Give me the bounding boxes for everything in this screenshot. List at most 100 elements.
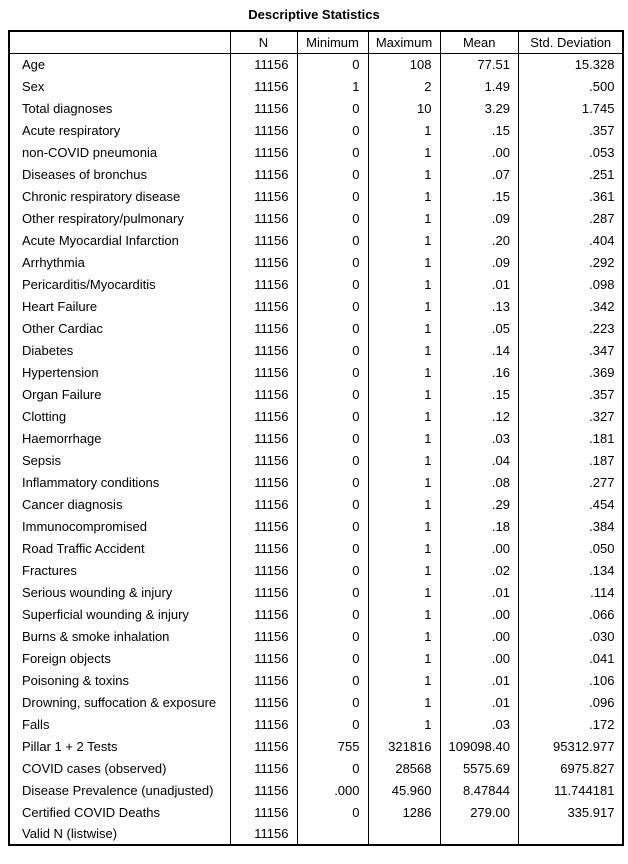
cell-std: .098: [517, 273, 624, 295]
cell-std: 11.744181: [517, 779, 624, 801]
cell-std: .500: [517, 75, 624, 97]
cell-min: 0: [296, 471, 368, 493]
table-row: non-COVID pneumonia 11156 0 1.00.053: [9, 141, 624, 163]
cell-n: 11156: [229, 823, 297, 845]
descriptive-statistics-table: N Minimum Maximum Mean Std. Deviation Ag…: [8, 30, 625, 846]
cell-mean: 1.49: [439, 75, 519, 97]
row-label: Pillar 1 + 2 Tests: [22, 738, 118, 754]
table-row: Serious wounding & injury 11156 0 1.01.114: [9, 581, 624, 603]
cell-mean: .01: [439, 273, 519, 295]
cell-max: 321816: [367, 735, 440, 757]
cell-mean: .00: [439, 141, 519, 163]
cell-min: 0: [296, 53, 368, 75]
cell-mean: 8.47844: [439, 779, 519, 801]
cell-max: 45.960: [367, 779, 440, 801]
cell-max: 1: [367, 141, 440, 163]
col-header-minimum: Minimum: [296, 31, 368, 54]
cell-std: .114: [517, 581, 624, 603]
cell-n: 11156: [229, 427, 297, 449]
cell-std: 1.745: [517, 97, 624, 119]
cell-n: 11156: [229, 97, 297, 119]
cell-std: .404: [517, 229, 624, 251]
cell-max: 1: [367, 691, 440, 713]
cell-std: 335.917: [517, 801, 624, 823]
cell-std: .454: [517, 493, 624, 515]
row-label: COVID cases (observed): [22, 760, 167, 776]
cell-max: 28568: [367, 757, 440, 779]
cell-std: 6975.827: [517, 757, 624, 779]
cell-mean: .01: [439, 581, 519, 603]
cell-n: 11156: [229, 141, 297, 163]
cell-n: 11156: [229, 295, 297, 317]
cell-n: 11156: [229, 53, 297, 75]
table-row: Hypertension 11156 0 1.16.369: [9, 361, 624, 383]
table-row: Age 11156 0 108 77.51 15.328: [9, 53, 624, 75]
row-label: Hypertension: [22, 364, 99, 380]
cell-n: 11156: [229, 449, 297, 471]
cell-mean: .14: [439, 339, 519, 361]
cell-n: 11156: [229, 603, 297, 625]
table-body: Age 11156 0 108 77.51 15.328 Sex 11156 1 2 1.49.50…: [9, 53, 624, 845]
cell-mean: .00: [439, 625, 519, 647]
row-label: Haemorrhage: [22, 430, 102, 446]
cell-mean: 3.29: [439, 97, 519, 119]
row-label: Pericarditis/Myocarditis: [22, 276, 156, 292]
cell-min: 0: [296, 405, 368, 427]
table-row: Total diagnoses 11156 0 10 3.29 1.745: [9, 97, 624, 119]
table-row: Valid N (listwise) 11156: [9, 823, 624, 845]
cell-min: 0: [296, 801, 368, 823]
cell-std: 15.328: [517, 53, 624, 75]
row-label: Serious wounding & injury: [22, 584, 173, 600]
table-row: Sex 11156 1 2 1.49.500: [9, 75, 624, 97]
cell-n: 11156: [229, 339, 297, 361]
table-row: Fractures 11156 0 1.02.134: [9, 559, 624, 581]
cell-mean: .03: [439, 713, 519, 735]
table-row: Organ Failure 11156 0 1.15.357: [9, 383, 624, 405]
cell-max: [367, 823, 440, 845]
cell-min: 1: [296, 75, 368, 97]
cell-n: 11156: [229, 405, 297, 427]
cell-mean: 279.00: [439, 801, 519, 823]
table-row: Foreign objects 11156 0 1.00.041: [9, 647, 624, 669]
cell-n: 11156: [229, 669, 297, 691]
cell-max: 1: [367, 449, 440, 471]
cell-std: .342: [517, 295, 624, 317]
cell-max: 1: [367, 251, 440, 273]
table-row: COVID cases (observed) 11156 0 28568 5575.69…: [9, 757, 624, 779]
cell-max: 1: [367, 647, 440, 669]
table-row: Disease Prevalence (unadjusted) 11156.000…: [9, 779, 624, 801]
row-label: Superficial wounding & injury: [22, 606, 189, 622]
table-row: Immunocompromised 11156 0 1.18.384: [9, 515, 624, 537]
cell-min: 0: [296, 185, 368, 207]
cell-min: 0: [296, 207, 368, 229]
cell-std: [517, 823, 624, 845]
cell-std: .369: [517, 361, 624, 383]
cell-n: 11156: [229, 471, 297, 493]
cell-min: 0: [296, 119, 368, 141]
row-label: Diseases of bronchus: [22, 166, 148, 182]
table-row: Other Cardiac 11156 0 1.05.223: [9, 317, 624, 339]
header-row: N Minimum Maximum Mean Std. Deviation: [9, 31, 624, 54]
cell-max: 1: [367, 361, 440, 383]
row-label: Sepsis: [22, 452, 62, 468]
cell-std: .384: [517, 515, 624, 537]
cell-std: .041: [517, 647, 624, 669]
cell-n: 11156: [229, 779, 297, 801]
row-label: Diabetes: [22, 342, 74, 358]
cell-max: 1: [367, 713, 440, 735]
cell-mean: .29: [439, 493, 519, 515]
cell-std: .223: [517, 317, 624, 339]
cell-n: 11156: [229, 537, 297, 559]
cell-mean: 5575.69: [439, 757, 519, 779]
cell-mean: .15: [439, 119, 519, 141]
cell-mean: 77.51: [439, 53, 519, 75]
table-row: Haemorrhage 11156 0 1.03.181: [9, 427, 624, 449]
cell-min: 0: [296, 383, 368, 405]
cell-min: 0: [296, 163, 368, 185]
table-row: Drowning, suffocation & exposure 11156 0 1.…: [9, 691, 624, 713]
cell-n: 11156: [229, 163, 297, 185]
cell-n: 11156: [229, 361, 297, 383]
cell-max: 1: [367, 185, 440, 207]
cell-n: 11156: [229, 713, 297, 735]
cell-min: 0: [296, 141, 368, 163]
